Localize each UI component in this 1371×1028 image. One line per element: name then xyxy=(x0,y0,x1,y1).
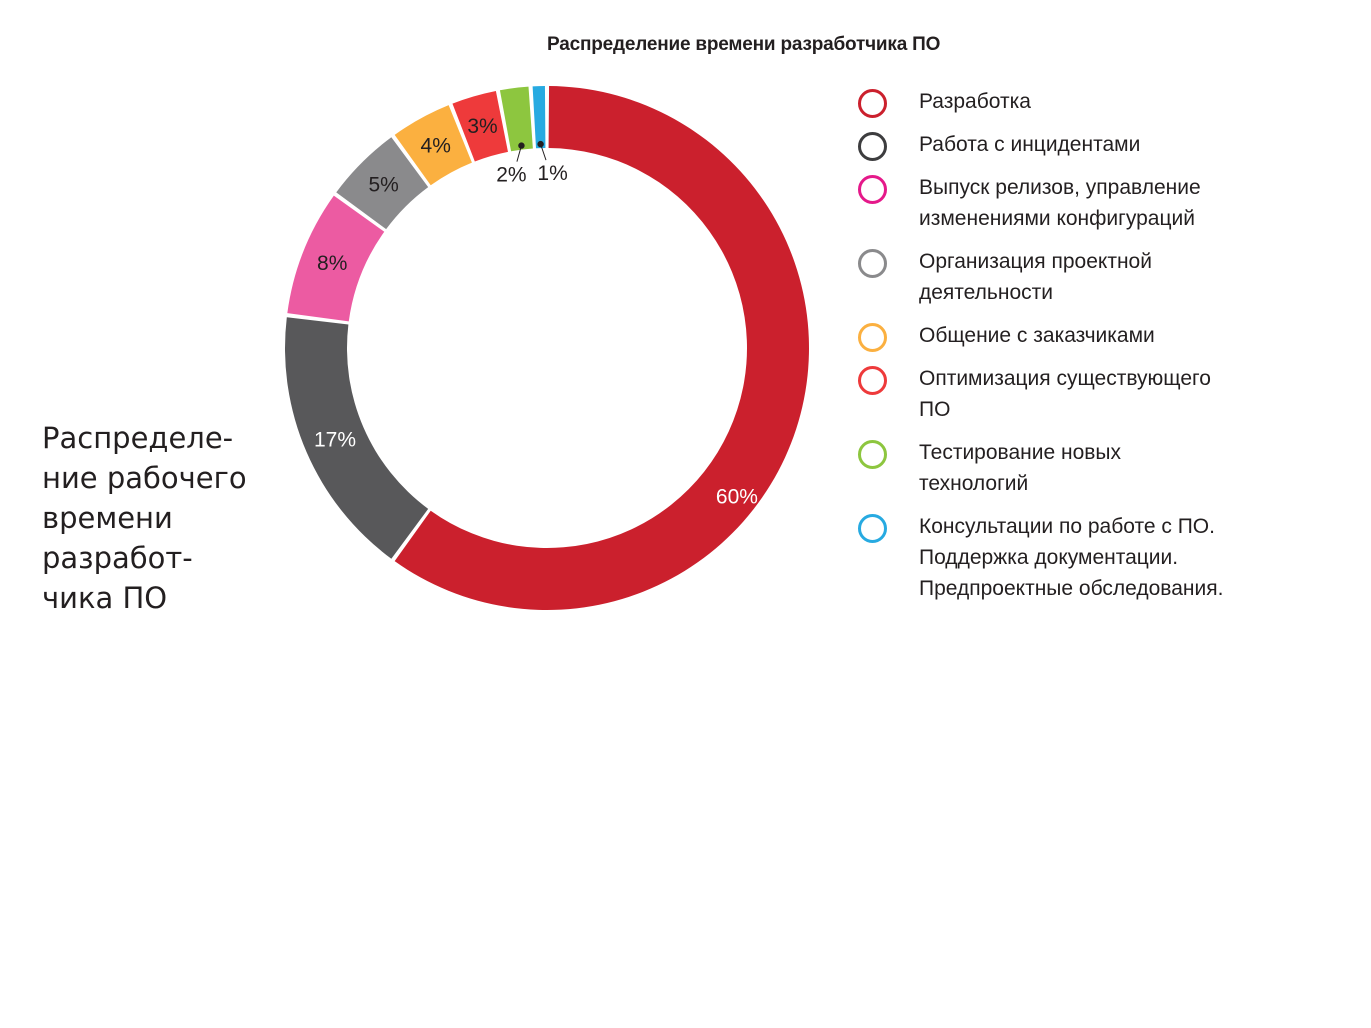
slice-label-2: 17% xyxy=(314,429,356,452)
legend-item-6: Оптимизация существующего ПО xyxy=(856,363,1236,425)
donut-slice-1 xyxy=(394,86,809,611)
leader-line-8 xyxy=(540,143,547,161)
legend-label: Организация проектной деятельности xyxy=(919,250,1152,304)
slice-label-6: 3% xyxy=(467,115,497,138)
slice-label-8: 1% xyxy=(537,162,567,185)
legend-item-7: Тестирование новых технологий xyxy=(856,437,1236,499)
legend-item-8: Консультации по работе с ПО. Поддержка д… xyxy=(856,511,1236,604)
donut-slice-8 xyxy=(532,86,546,149)
donut-slice-5 xyxy=(394,105,472,186)
side-caption: Распределе- ние рабочего времени разрабо… xyxy=(42,421,247,615)
donut-slices xyxy=(285,86,809,611)
legend-item-3: Выпуск релизов, управление изменениями к… xyxy=(856,172,1236,234)
donut-slice-7 xyxy=(499,86,533,152)
legend-label: Общение с заказчиками xyxy=(919,324,1155,347)
legend-swatch-circle-icon xyxy=(858,89,887,118)
slice-label-1: 60% xyxy=(716,485,758,508)
legend-swatch-circle-icon xyxy=(858,366,887,395)
legend-label: Выпуск релизов, управление изменениями к… xyxy=(919,176,1201,230)
slice-label-5: 4% xyxy=(421,135,451,158)
legend-item-5: Общение с заказчиками xyxy=(856,320,1236,352)
donut-labels: 60% 17% 8% 5% 4% 3% 2% 1% xyxy=(314,115,758,508)
donut-slice-6 xyxy=(452,91,508,162)
legend-swatch-circle-icon xyxy=(858,440,887,469)
slice-label-7: 2% xyxy=(496,164,526,187)
legend-swatch-circle-icon xyxy=(858,323,887,352)
donut-slice-4 xyxy=(336,137,429,230)
legend-item-1: Разработка xyxy=(856,86,1236,118)
legend-label: Оптимизация существующего ПО xyxy=(919,367,1211,421)
legend-item-4: Организация проектной деятельности xyxy=(856,246,1236,308)
legend-swatch-circle-icon xyxy=(858,132,887,161)
legend-label: Тестирование новых технологий xyxy=(919,441,1122,495)
slice-label-3: 8% xyxy=(317,252,347,275)
slice-label-4: 5% xyxy=(368,174,398,197)
leader-line-7 xyxy=(516,145,522,162)
chart-title: Распределение времени разработчика ПО xyxy=(547,34,941,55)
legend-item-2: Работа с инцидентами xyxy=(856,129,1236,161)
legend-swatch-circle-icon xyxy=(858,175,887,204)
legend-label: Разработка xyxy=(919,90,1031,113)
legend-swatch-circle-icon xyxy=(858,514,887,543)
legend-swatch-circle-icon xyxy=(858,249,887,278)
chart-legend: Разработка Работа с инцидентами Выпуск рел… xyxy=(856,86,1236,616)
donut-slice-2 xyxy=(285,317,429,559)
donut-slice-3 xyxy=(287,195,385,322)
legend-label: Работа с инцидентами xyxy=(919,133,1141,156)
legend-label: Консультации по работе с ПО. Поддержка д… xyxy=(919,515,1224,600)
